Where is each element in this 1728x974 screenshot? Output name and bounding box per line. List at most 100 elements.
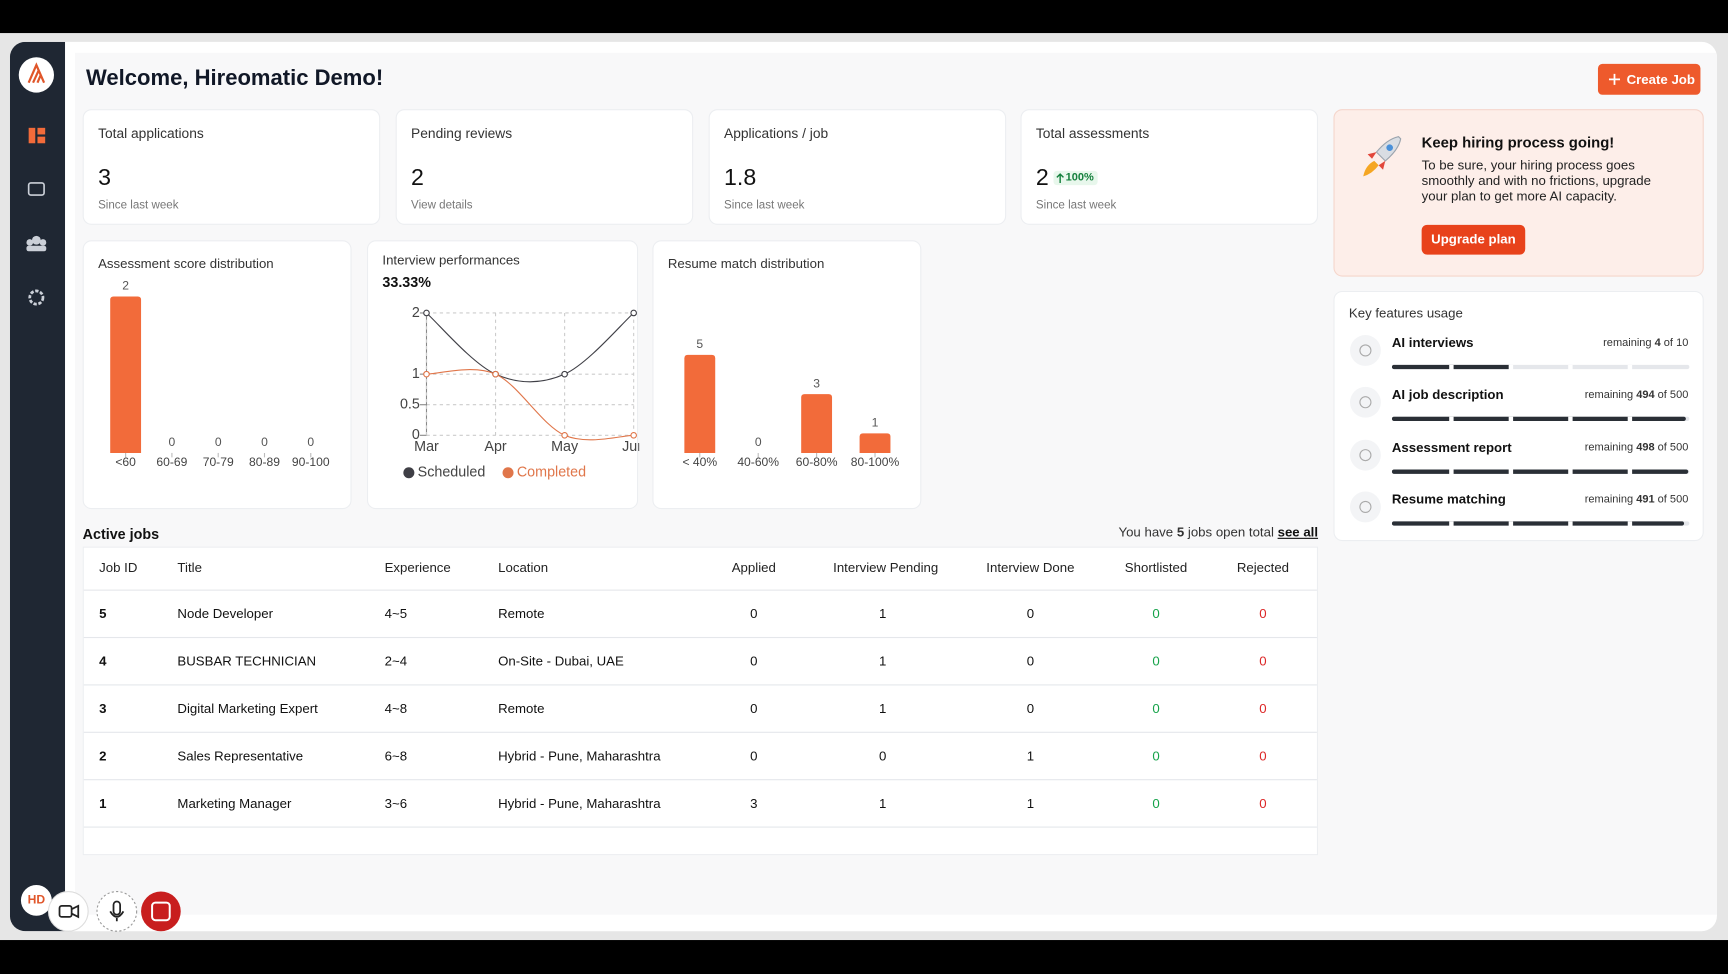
- point: [423, 370, 430, 378]
- nav-people[interactable]: [26, 235, 47, 252]
- nav-jobs[interactable]: [27, 182, 45, 196]
- usage-bar: [1391, 364, 1690, 371]
- table-cell: 0: [750, 748, 758, 764]
- avatar[interactable]: HD: [20, 884, 52, 916]
- summary-count: 5: [1176, 524, 1185, 540]
- stat-card: Applications / job 1.8 Since last week: [708, 109, 1007, 225]
- bar: [801, 394, 833, 453]
- value-label: 0: [307, 435, 314, 449]
- stat-label: Pending reviews: [411, 125, 513, 142]
- camera-lens: [71, 904, 80, 919]
- point: [630, 309, 637, 317]
- feature-icon: [1349, 439, 1381, 471]
- stat-value: 2: [1035, 165, 1049, 191]
- usage-gap: [1449, 364, 1454, 371]
- chart-card: Interview performances 33.33% 0 0.5 1 2 Mar Apr…: [366, 240, 639, 510]
- y-tick-label: 1: [412, 366, 420, 382]
- x-tick-label: 60-69: [156, 455, 187, 469]
- table-cell: 0: [1026, 700, 1035, 717]
- column-header: Job ID: [99, 559, 138, 576]
- nav-settings[interactable]: [28, 289, 45, 306]
- row-rule: [83, 779, 1317, 781]
- of-label: of: [1657, 389, 1667, 402]
- table-cell: Remote: [498, 700, 545, 717]
- usage-bar: [1391, 521, 1690, 527]
- table-cell: 1: [879, 795, 887, 812]
- usage-gap: [1568, 364, 1573, 371]
- column-header: Applied: [731, 559, 776, 576]
- stat-label: Total applications: [98, 125, 204, 142]
- x-tick-label: Apr: [484, 439, 507, 455]
- chart-title: Assessment score distribution: [98, 256, 274, 271]
- header-rule: [83, 589, 1317, 591]
- y-tick-label: 0: [412, 427, 420, 443]
- stop-button[interactable]: [141, 891, 181, 932]
- table-cell: 0: [750, 700, 758, 717]
- table-cell: 1: [1026, 748, 1035, 764]
- icon-bg: [1349, 335, 1381, 366]
- table-cell: 1: [1026, 795, 1035, 812]
- usage-gap: [1508, 469, 1514, 475]
- y-tick-label: 2: [412, 305, 420, 321]
- table-cell: 3: [750, 795, 758, 812]
- feature-name: Assessment report: [1391, 439, 1512, 455]
- value-label: 2: [122, 279, 129, 293]
- icon-glyph: [1359, 500, 1372, 513]
- column-header: Shortlisted: [1124, 559, 1188, 576]
- of-label: of: [1657, 493, 1667, 506]
- remaining-value: 494: [1636, 389, 1655, 402]
- promo-card: Keep hiring process going! To be sure, y…: [1333, 109, 1704, 277]
- remaining-value: 498: [1636, 441, 1655, 454]
- stat-note: Since last week: [1035, 198, 1117, 212]
- table-cell: 0: [750, 653, 758, 669]
- icon-glyph: [1359, 344, 1372, 357]
- bar: [110, 296, 142, 453]
- point: [423, 309, 430, 317]
- table-cell: Marketing Manager: [177, 795, 292, 812]
- feature-name: AI interviews: [1391, 335, 1474, 351]
- create-job-button[interactable]: Create Job: [1597, 63, 1701, 95]
- usage-gap: [1627, 416, 1633, 423]
- plus-icon: [1608, 73, 1620, 85]
- x-tick-label: 70-79: [203, 455, 234, 469]
- table-cell: On-Site - Dubai, UAE: [498, 653, 624, 669]
- row-rule: [83, 636, 1317, 639]
- usage-gap: [1627, 521, 1633, 527]
- jobs-summary: You have 5 jobs open total see all: [1118, 525, 1318, 540]
- stat-badge: 100%: [1053, 170, 1098, 186]
- mic-button[interactable]: [96, 890, 138, 932]
- upgrade-button[interactable]: Upgrade plan: [1421, 224, 1526, 255]
- promo-text-2: smoothly and with no frictions, upgrade: [1421, 173, 1651, 189]
- usage-gap: [1449, 521, 1454, 527]
- icon-bg: [1349, 491, 1381, 523]
- nav-dashboard[interactable]: [28, 127, 46, 144]
- column-header: Rejected: [1236, 559, 1290, 576]
- icon-bg: [1349, 439, 1381, 471]
- table-cell: 1: [879, 700, 887, 717]
- camera-button[interactable]: [47, 890, 89, 932]
- table-cell: 0: [1152, 748, 1160, 764]
- x-tick-label: 60-80%: [796, 455, 838, 469]
- row-rule: [83, 826, 1317, 828]
- chart-title: Interview performances: [382, 253, 520, 268]
- table-cell: 4: [99, 653, 107, 669]
- table-cell: 1: [99, 795, 107, 812]
- legend-swatch: [502, 467, 514, 479]
- table-cell: 3~6: [384, 795, 408, 812]
- value-label: 0: [755, 435, 762, 449]
- usage-gap: [1508, 416, 1514, 423]
- table-cell: Hybrid - Pune, Maharashtra: [498, 748, 661, 764]
- icon-glyph: [1359, 448, 1372, 461]
- x-tick-label: <60: [115, 455, 136, 469]
- see-all-link[interactable]: see all: [1277, 524, 1319, 540]
- remaining-label: remaining: [1603, 337, 1652, 350]
- feature-remaining: remaining 491 of 500: [1585, 494, 1689, 506]
- promo-title: Keep hiring process going!: [1421, 134, 1615, 151]
- line: [426, 312, 635, 383]
- stat-card: Total assessments 2 100% Since last week: [1020, 109, 1319, 225]
- x-tick-label: 80-89: [249, 455, 280, 469]
- badge-text: 100%: [1065, 171, 1094, 185]
- jobs-title: Active jobs: [82, 525, 160, 543]
- table-cell: Hybrid - Pune, Maharashtra: [498, 795, 661, 812]
